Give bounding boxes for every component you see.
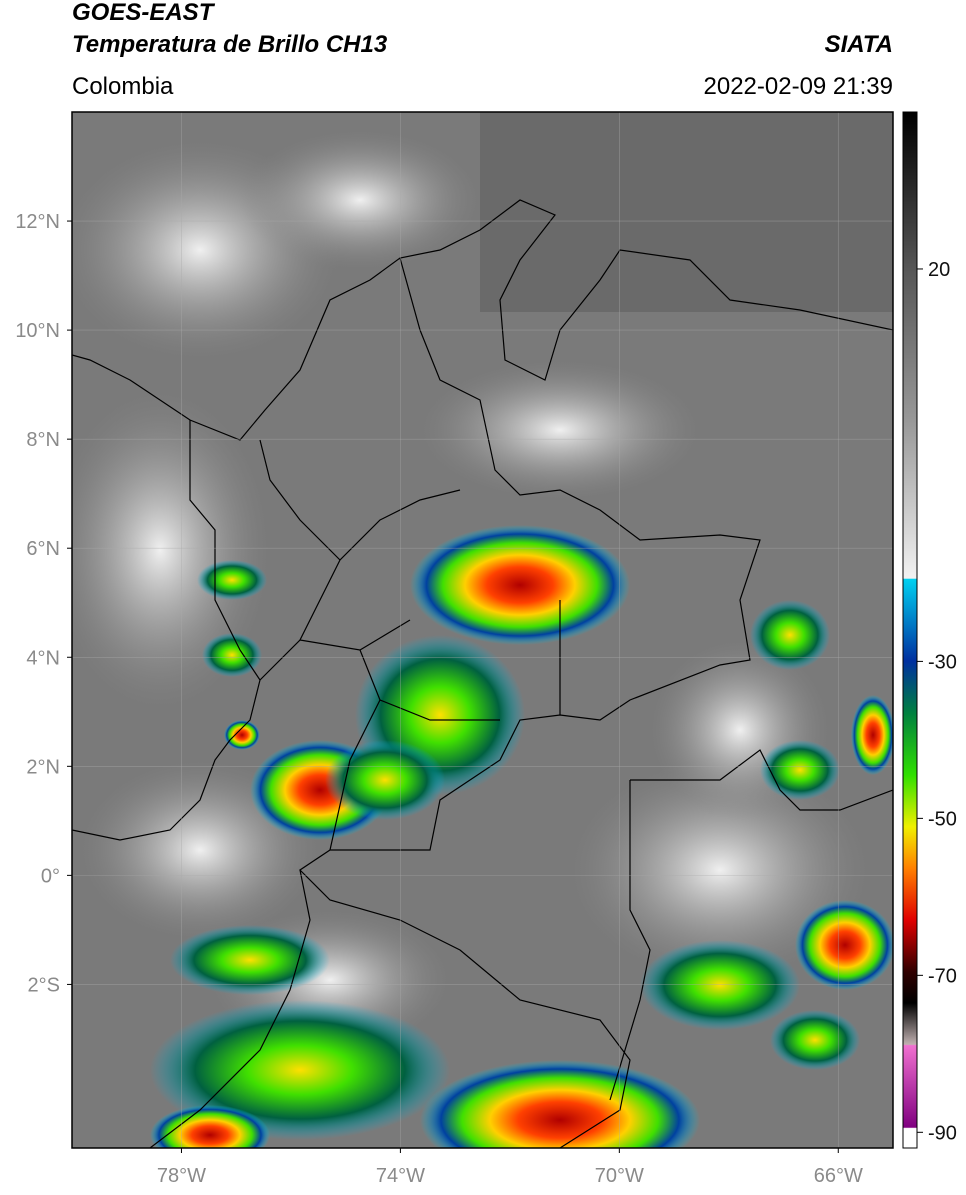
grid <box>72 112 893 1148</box>
y-tick-label: 8°N <box>26 429 60 451</box>
y-tick-label: 2°S <box>28 974 60 996</box>
subtitle: Temperatura de Brillo CH13 <box>72 31 388 58</box>
region: Colombia <box>72 73 174 100</box>
y-tick-label: 6°N <box>26 538 60 560</box>
colorbar-tick-label: -50 <box>928 808 957 830</box>
x-tick-label: 78°W <box>157 1165 206 1187</box>
source: SIATA <box>825 31 893 58</box>
y-tick-label: 12°N <box>15 211 60 233</box>
y-tick-label: 0° <box>41 865 60 887</box>
satellite-image <box>72 112 893 1148</box>
y-tick-label: 2°N <box>26 756 60 778</box>
x-tick-label: 66°W <box>814 1165 863 1187</box>
colorbar-tick-label: -90 <box>928 1122 957 1144</box>
map-frame <box>71 111 894 1149</box>
y-tick-label: 4°N <box>26 647 60 669</box>
x-tick-label: 70°W <box>595 1165 644 1187</box>
x-tick-label: 74°W <box>376 1165 425 1187</box>
title: GOES-EAST <box>72 0 216 26</box>
colorbar-tick-label: 20 <box>928 259 950 281</box>
colorbar-tick-label: -30 <box>928 651 957 673</box>
y-tick-label: 10°N <box>15 320 60 342</box>
colorbar-tick-label: -70 <box>928 965 957 987</box>
colorbar <box>902 111 918 1149</box>
datetime: 2022-02-09 21:39 <box>704 73 894 100</box>
